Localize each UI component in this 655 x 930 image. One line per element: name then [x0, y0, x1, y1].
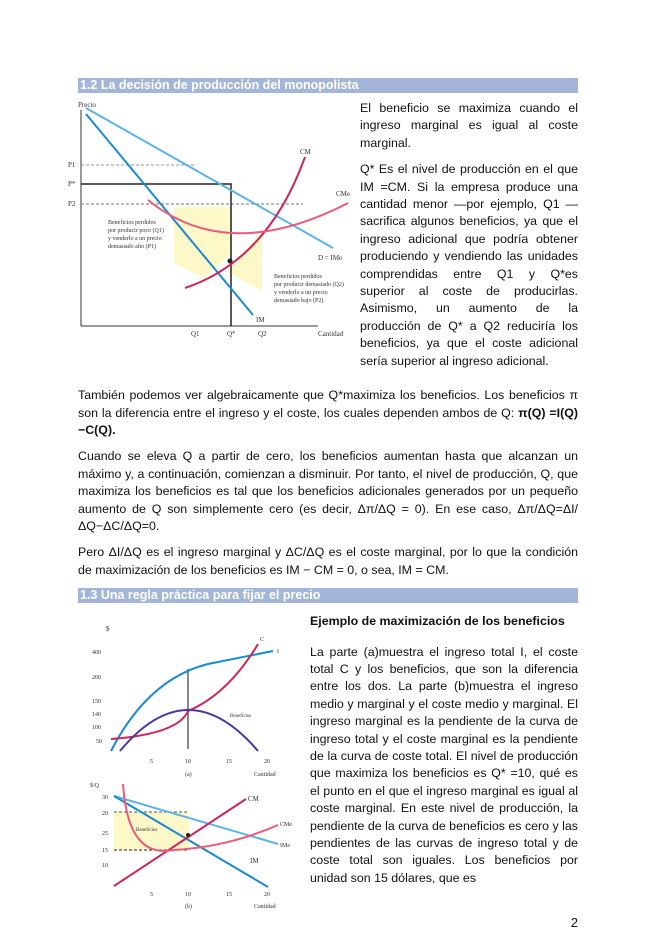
svg-text:50: 50	[96, 739, 102, 745]
section-heading: 1.2 La decisión de producción del monopo…	[78, 78, 578, 93]
svg-text:25: 25	[102, 831, 108, 837]
page-number: 2	[570, 915, 578, 930]
svg-text:200: 200	[92, 675, 101, 681]
paragraph: El beneficio se maximiza cuando el ingre…	[360, 101, 578, 150]
body-text: También podemos ver algebraicamente que …	[78, 387, 578, 579]
section1-row: Precio P1 P* P2 Q1 Q* Q2 Cantidad CM CMe…	[68, 100, 578, 379]
svg-text:(b): (b)	[185, 903, 192, 910]
svg-text:Beneficios perdidos: Beneficios perdidos	[274, 273, 322, 280]
side-text: El beneficio se maximiza cuando el ingre…	[360, 100, 578, 379]
p2-label: P2	[68, 200, 76, 208]
qstar-label: Q*	[227, 330, 236, 338]
note-right: Beneficios perdidos por producir demasia…	[274, 273, 344, 304]
demand-label: D = IMe	[318, 254, 342, 262]
svg-text:30: 30	[102, 795, 108, 801]
svg-text:400: 400	[92, 650, 101, 656]
paragraph: Cuando se eleva Q a partir de cero, los …	[78, 449, 578, 533]
y-axis-label: Precio	[78, 101, 96, 109]
svg-text:140: 140	[92, 712, 101, 718]
monopoly-figure: Precio P1 P* P2 Q1 Q* Q2 Cantidad CM CMe…	[68, 101, 350, 338]
svg-text:15: 15	[102, 848, 108, 854]
svg-text:y venderlo a un precio: y venderlo a un precio	[108, 236, 162, 242]
svg-text:Cantidad: Cantidad	[254, 772, 276, 778]
lost-profit-area-left	[174, 207, 232, 278]
lost-profit-area-right	[228, 230, 262, 291]
svg-text:5: 5	[150, 892, 153, 898]
example-text: Ejemplo de maximización de los beneficio…	[310, 613, 578, 896]
svg-text:y venderlo a un precio: y venderlo a un precio	[274, 290, 328, 296]
marginal-cost-curve	[184, 156, 306, 289]
svg-text:CM: CM	[248, 795, 260, 803]
svg-text:C: C	[260, 637, 264, 643]
svg-text:CMe: CMe	[280, 822, 292, 828]
profit-curve	[119, 709, 259, 752]
svg-text:Beneficios: Beneficios	[230, 714, 251, 719]
svg-text:IM: IM	[250, 857, 259, 865]
cme-label: CMe	[336, 190, 350, 198]
note-left: Beneficios perdidos por producir poco (Q…	[108, 219, 164, 250]
svg-text:demasiado alto (P1): demasiado alto (P1)	[108, 243, 156, 250]
q2-label: Q2	[258, 330, 267, 338]
paragraph: Q* Es el nivel de producción en el que I…	[360, 162, 578, 368]
p1-label: P1	[68, 161, 76, 169]
svg-text:10: 10	[102, 863, 108, 869]
svg-text:IMe: IMe	[280, 843, 290, 849]
svg-text:20: 20	[264, 892, 270, 898]
svg-text:por producir poco (Q1): por producir poco (Q1)	[108, 227, 164, 234]
section2-row: $ 400 200 150 140 100 50 I C Beneficios …	[78, 613, 578, 911]
svg-text:20: 20	[102, 811, 108, 817]
im-label: IM	[256, 316, 265, 324]
svg-text:5: 5	[150, 759, 153, 765]
svg-text:100: 100	[92, 725, 101, 731]
pstar-label: P*	[68, 180, 76, 188]
svg-text:Beneficios: Beneficios	[136, 828, 157, 833]
svg-text:I: I	[277, 649, 279, 655]
average-cost-curve	[147, 199, 349, 235]
svg-text:$: $	[106, 625, 110, 633]
svg-text:10: 10	[185, 759, 191, 765]
svg-text:15: 15	[226, 759, 232, 765]
svg-text:por producir demasiado (Q2): por producir demasiado (Q2)	[274, 281, 344, 288]
svg-text:150: 150	[92, 699, 101, 705]
paragraph: También podemos ver algebraicamente que …	[78, 388, 579, 437]
svg-text:(a): (a)	[185, 771, 192, 778]
x-axis-label: Cantidad	[318, 330, 344, 338]
total-revenue-curve	[110, 650, 274, 752]
svg-text:demasiado bajo (P2): demasiado bajo (P2)	[274, 297, 323, 304]
q1-label: Q1	[191, 330, 200, 338]
paragraph: Pero ΔI/ΔQ es el ingreso marginal y ΔC/Δ…	[78, 545, 578, 577]
svg-text:Beneficios perdidos: Beneficios perdidos	[108, 219, 156, 226]
profit-figure: $ 400 200 150 140 100 50 I C Beneficios …	[90, 625, 292, 910]
optimum-lines	[81, 183, 232, 326]
example-title: Ejemplo de maximización de los beneficio…	[310, 614, 565, 629]
svg-text:15: 15	[226, 892, 232, 898]
svg-text:20: 20	[264, 759, 270, 765]
svg-text:10: 10	[185, 892, 191, 898]
section-heading: 1.3 Una regla práctica para fijar el pre…	[78, 588, 578, 604]
page-content: 1.2 La decisión de producción del monopo…	[68, 78, 578, 930]
svg-text:Cantidad: Cantidad	[254, 904, 276, 910]
document-page: 1.2 La decisión de producción del monopo…	[68, 78, 579, 930]
paragraph: La parte (a)muestra el ingreso total I, …	[310, 644, 578, 885]
svg-text:$/Q: $/Q	[90, 782, 100, 789]
cm-label: CM	[300, 148, 312, 156]
